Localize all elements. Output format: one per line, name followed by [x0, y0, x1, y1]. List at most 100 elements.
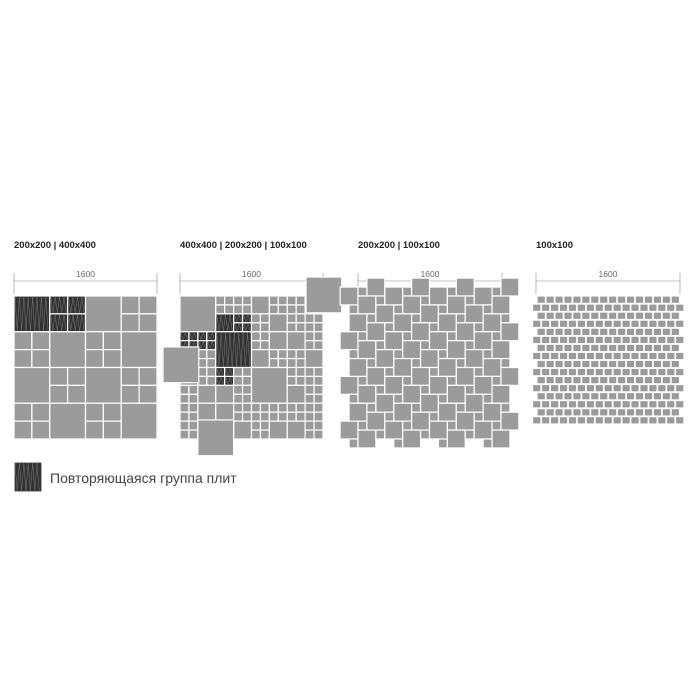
tile [295, 366, 306, 378]
tile [531, 335, 542, 345]
tile [286, 375, 297, 386]
tile [402, 340, 422, 360]
tile [491, 420, 502, 431]
tile [581, 375, 591, 385]
tile [558, 319, 569, 329]
tile [531, 319, 542, 329]
tile [206, 349, 217, 360]
tile [639, 416, 649, 425]
tile [31, 420, 51, 440]
tile [585, 383, 596, 393]
tile [670, 343, 681, 353]
tile [84, 295, 122, 333]
tile [375, 384, 386, 395]
tile [581, 295, 591, 304]
tile [500, 357, 511, 369]
tile [648, 399, 658, 409]
tile [621, 303, 631, 313]
tile [567, 335, 578, 345]
tile [241, 375, 253, 386]
tile [215, 295, 226, 306]
tile [464, 429, 475, 440]
hatch [216, 376, 224, 386]
tile [49, 366, 69, 386]
tile [348, 313, 368, 333]
tile [607, 359, 618, 369]
tile [665, 319, 676, 329]
tile [206, 375, 217, 386]
tile [366, 366, 386, 386]
tile [531, 399, 542, 409]
tile [348, 438, 359, 449]
tile [304, 384, 315, 395]
tile [393, 349, 404, 360]
tile [670, 295, 681, 304]
tile [652, 375, 663, 385]
tile [670, 311, 681, 321]
tile [603, 367, 614, 377]
tile [616, 295, 627, 304]
dimension-label: 1600 [421, 269, 440, 279]
tile [473, 420, 493, 440]
tile [639, 319, 649, 329]
tile [366, 357, 377, 369]
tile [652, 295, 663, 304]
tile [674, 416, 685, 425]
pattern-4: 100x100 1600 [531, 240, 685, 425]
tile [545, 311, 555, 321]
tile [648, 319, 658, 329]
tile [540, 335, 551, 345]
tile [437, 402, 457, 422]
tile [665, 367, 676, 377]
tile [603, 303, 614, 313]
tile [13, 331, 33, 351]
tile [634, 375, 645, 385]
pattern-1: 200x200 | 400x400 1600 [13, 240, 158, 440]
tile [277, 411, 288, 422]
tile [49, 331, 87, 369]
tile [612, 335, 622, 345]
tile [563, 343, 573, 353]
tile [428, 411, 440, 422]
tile [661, 311, 672, 321]
tile [162, 346, 200, 384]
tile [268, 349, 279, 360]
tile [540, 383, 551, 393]
tile [446, 429, 466, 449]
tile [576, 351, 587, 361]
tile [455, 322, 475, 342]
tile [49, 384, 69, 404]
tile [473, 286, 493, 306]
tile [455, 357, 466, 369]
tile [558, 335, 569, 345]
tile [581, 311, 591, 321]
tile [576, 335, 587, 345]
tile [554, 359, 564, 369]
tile [215, 384, 235, 404]
tile [179, 411, 190, 422]
hatch [216, 332, 250, 367]
tile [102, 331, 122, 351]
tile [473, 411, 484, 422]
tile [313, 402, 324, 413]
tile [612, 416, 622, 425]
tile [473, 322, 484, 333]
tile [179, 429, 190, 440]
repeat-group-swatch-icon [13, 461, 43, 493]
tile-grid [13, 273, 158, 440]
tile [268, 402, 279, 413]
tile [674, 303, 685, 313]
tile [607, 343, 618, 353]
tile [563, 311, 573, 321]
tile [661, 295, 672, 304]
tile [31, 331, 51, 351]
tile [500, 411, 520, 431]
tile [674, 383, 685, 393]
tile [295, 357, 306, 369]
tile [224, 295, 235, 306]
tile [549, 319, 560, 329]
tile [313, 384, 324, 395]
tile [250, 331, 262, 342]
tile [657, 383, 667, 393]
tile [563, 408, 573, 417]
